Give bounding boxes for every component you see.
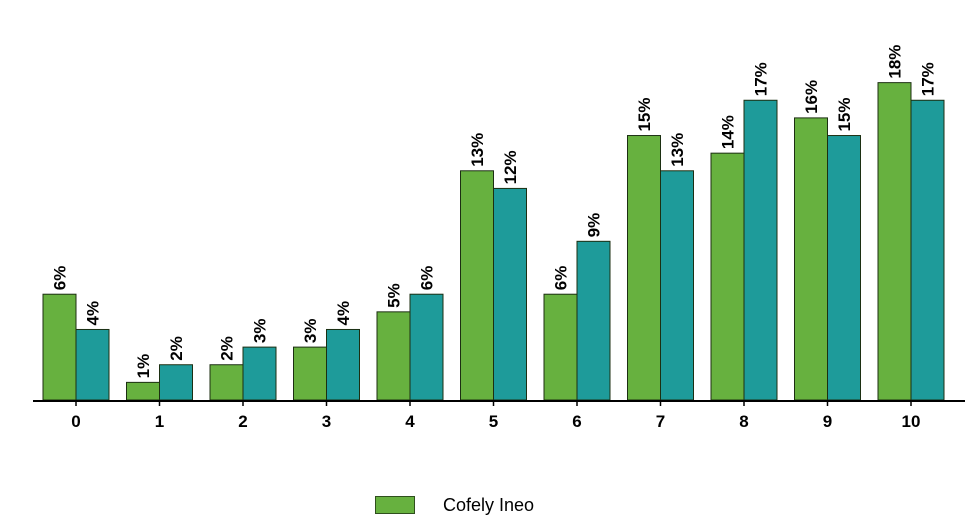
data-label-series-1-cat-6: 6% <box>552 266 571 291</box>
x-tick-label-6: 6 <box>572 412 581 431</box>
x-tick-label-1: 1 <box>155 412 164 431</box>
x-tick-label-8: 8 <box>739 412 748 431</box>
bars-layer <box>42 82 945 401</box>
bar-series-2-cat-1 <box>159 364 193 401</box>
x-tick-label-3: 3 <box>322 412 331 431</box>
data-label-series-1-cat-7: 15% <box>635 97 654 131</box>
data-label-series-2-cat-7: 13% <box>668 133 687 167</box>
data-label-series-1-cat-10: 18% <box>886 45 905 79</box>
x-tick-label-4: 4 <box>405 412 415 431</box>
x-tick-label-7: 7 <box>656 412 665 431</box>
bar-series-2-cat-3 <box>326 328 360 401</box>
legend-label-series-1: Cofely Ineo <box>443 494 535 515</box>
bar-series-2-cat-0 <box>75 328 110 401</box>
data-label-series-1-cat-8: 14% <box>719 115 738 149</box>
bar-series-2-cat-4 <box>409 293 444 401</box>
x-tick-label-2: 2 <box>238 412 247 431</box>
bar-series-2-cat-5 <box>493 187 527 401</box>
x-tick-marks <box>75 401 912 406</box>
bar-series-1-cat-3 <box>293 346 327 401</box>
data-label-series-2-cat-9: 15% <box>835 97 854 131</box>
x-tick-label-0: 0 <box>71 412 80 431</box>
data-label-series-1-cat-5: 13% <box>468 133 487 167</box>
legend: Cofely Ineo <box>375 494 534 516</box>
data-labels-layer: 6% 4% 1% 2% 2% 3% 3% 4% 5% 6% 13% 12% 6% 9% 15% 13% 14% 1… <box>51 45 938 379</box>
data-label-series-2-cat-6: 9% <box>585 213 604 238</box>
data-label-series-1-cat-2: 2% <box>218 336 237 361</box>
x-tick-labels: 0 1 2 3 4 5 6 7 8 9 10 <box>71 412 920 431</box>
data-label-series-1-cat-9: 16% <box>802 80 821 114</box>
data-label-series-2-cat-4: 6% <box>418 266 437 291</box>
bar-series-2-cat-6 <box>576 240 611 401</box>
bar-chart: 6% 4% 1% 2% 2% 3% 3% 4% 5% 6% 13% 12% 6% 9% 15% 13% 14% 1… <box>33 45 965 431</box>
data-label-series-1-cat-3: 3% <box>301 319 320 344</box>
bar-series-1-cat-4 <box>376 311 411 401</box>
bar-series-1-cat-2 <box>209 364 244 401</box>
bar-series-2-cat-2 <box>242 346 277 401</box>
data-label-series-2-cat-0: 4% <box>84 301 103 326</box>
data-label-series-2-cat-1: 2% <box>167 336 186 361</box>
x-tick-label-10: 10 <box>902 412 921 431</box>
bar-series-1-cat-10 <box>877 82 912 401</box>
data-label-series-2-cat-10: 17% <box>919 62 938 96</box>
bar-series-1-cat-8 <box>710 152 745 401</box>
data-label-series-2-cat-8: 17% <box>752 62 771 96</box>
bar-series-1-cat-9 <box>794 117 828 401</box>
bar-series-1-cat-5 <box>460 170 494 401</box>
data-label-series-2-cat-5: 12% <box>501 150 520 184</box>
x-tick-label-9: 9 <box>823 412 832 431</box>
bar-series-2-cat-9 <box>827 135 861 401</box>
data-label-series-2-cat-2: 3% <box>251 319 270 344</box>
bar-series-2-cat-7 <box>660 170 694 401</box>
bar-series-1-cat-1 <box>126 381 160 401</box>
bar-series-1-cat-0 <box>42 293 77 401</box>
bar-series-1-cat-7 <box>627 135 661 401</box>
data-label-series-1-cat-1: 1% <box>134 354 153 379</box>
data-label-series-2-cat-3: 4% <box>334 301 353 326</box>
bar-series-1-cat-6 <box>543 293 578 401</box>
bar-series-2-cat-8 <box>743 99 778 401</box>
data-label-series-1-cat-0: 6% <box>51 266 70 291</box>
legend-swatch-series-1 <box>375 496 415 514</box>
data-label-series-1-cat-4: 5% <box>385 283 404 308</box>
x-tick-label-5: 5 <box>489 412 498 431</box>
bar-series-2-cat-10 <box>910 99 945 401</box>
